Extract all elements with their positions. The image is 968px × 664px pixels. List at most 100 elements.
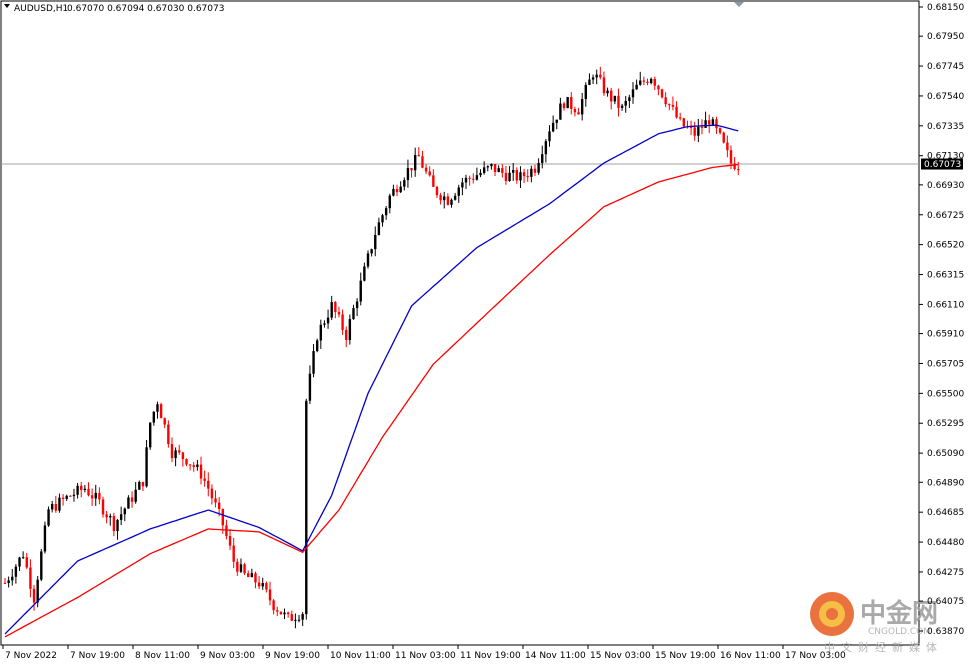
candle-body: [475, 175, 479, 180]
candle-body: [29, 567, 32, 589]
candle-body: [580, 99, 584, 115]
candle-body: [370, 249, 373, 254]
candle-body: [628, 97, 631, 101]
ma-slow-line: [4, 163, 739, 638]
candle-body: [18, 557, 21, 567]
candle-body: [493, 164, 497, 173]
candle-body: [40, 551, 43, 580]
candle-body: [530, 168, 533, 177]
candle-body: [573, 108, 577, 113]
candle-body: [384, 208, 388, 216]
candle-body: [21, 557, 25, 559]
candle-body: [152, 411, 156, 423]
candle-body: [591, 77, 595, 80]
candle-body: [486, 166, 489, 168]
candle-body: [642, 80, 646, 82]
dropdown-triangle-icon[interactable]: [4, 4, 10, 8]
candle-body: [613, 95, 617, 102]
time-axis[interactable]: 7 Nov 2022 7 Nov 19:00 8 Nov 11:00 9 Nov 03…: [2, 645, 846, 661]
candle-body: [43, 525, 47, 552]
candle-body: [671, 104, 675, 107]
x-tick-label: 10 Nov 11:00: [330, 651, 391, 661]
candle-body: [708, 120, 711, 125]
watermark-logo-core: [826, 608, 838, 620]
candle-body: [439, 195, 442, 201]
price-axis[interactable]: 0.68150 0.67950 0.67745 0.67540 0.67335 0.671…: [919, 3, 964, 637]
y-tick-label: 0.66520: [927, 241, 964, 251]
candle-body: [413, 155, 417, 171]
candle-body: [134, 489, 137, 502]
candle-body: [170, 444, 174, 459]
y-tick-label: 0.64275: [927, 568, 964, 578]
candle-body: [163, 418, 166, 425]
candle-body: [508, 172, 511, 182]
candle-body: [537, 162, 540, 173]
candle-body: [250, 573, 254, 578]
candle-body: [468, 177, 471, 179]
candle-body: [497, 168, 500, 173]
candle-body: [555, 119, 558, 123]
candle-body: [272, 600, 275, 611]
x-tick-label: 17 Nov 03:00: [785, 651, 846, 661]
candle-body: [265, 583, 268, 590]
candle-body: [664, 97, 667, 105]
candle-body: [693, 127, 696, 136]
candle-body: [47, 509, 50, 526]
candle-body: [374, 234, 377, 250]
candle-body: [675, 106, 678, 118]
candle-body: [334, 302, 337, 313]
candle-body: [323, 323, 326, 325]
candle-body: [617, 95, 620, 108]
candle-body: [98, 492, 101, 500]
candle-body: [435, 186, 439, 196]
candle-body: [261, 583, 264, 587]
candle-body: [726, 142, 729, 151]
candle-body: [221, 509, 224, 526]
candle-body: [94, 492, 97, 499]
candle-body: [620, 105, 624, 108]
candle-body: [337, 312, 341, 315]
candle-body: [624, 100, 627, 106]
watermark-sub: 中文财经新媒体: [824, 640, 943, 654]
shift-marker-icon[interactable]: [734, 2, 744, 7]
candle-body: [14, 566, 18, 577]
candle-body: [443, 196, 446, 201]
candle-body: [566, 97, 569, 109]
candle-body: [399, 186, 402, 193]
candle-body: [185, 458, 188, 465]
candle-body: [610, 90, 613, 102]
symbol-label: AUDUSD,H1: [14, 4, 68, 14]
candle-body: [268, 589, 272, 601]
y-tick-label: 0.68150: [927, 3, 964, 13]
candle-body: [577, 112, 580, 115]
candle-body: [392, 188, 395, 196]
candle-body: [522, 172, 526, 177]
candle-body: [472, 178, 475, 180]
candle-body: [72, 494, 76, 497]
x-tick-label: 14 Nov 11:00: [525, 651, 586, 661]
candle-body: [737, 169, 740, 171]
candle-body: [239, 564, 243, 572]
candle-body: [116, 519, 119, 532]
candle-body: [109, 515, 112, 518]
y-tick-label: 0.64890: [927, 478, 964, 488]
candle-body: [319, 324, 323, 341]
candle-body: [424, 167, 428, 172]
x-tick-label: 9 Nov 03:00: [200, 651, 255, 661]
y-tick-label: 0.66315: [927, 271, 964, 281]
candle-body: [11, 576, 14, 581]
candle-body: [203, 478, 206, 481]
candle-body: [83, 488, 87, 490]
candle-body: [359, 280, 362, 302]
candle-body: [432, 175, 435, 187]
candle-body: [174, 450, 177, 459]
candle-body: [715, 119, 718, 129]
candle-body: [119, 514, 123, 520]
candle-body: [722, 132, 725, 143]
candle-body: [421, 156, 424, 168]
candle-body: [87, 488, 90, 496]
candle-body: [729, 150, 733, 164]
candle-body: [25, 557, 28, 568]
candle-body: [417, 155, 421, 157]
